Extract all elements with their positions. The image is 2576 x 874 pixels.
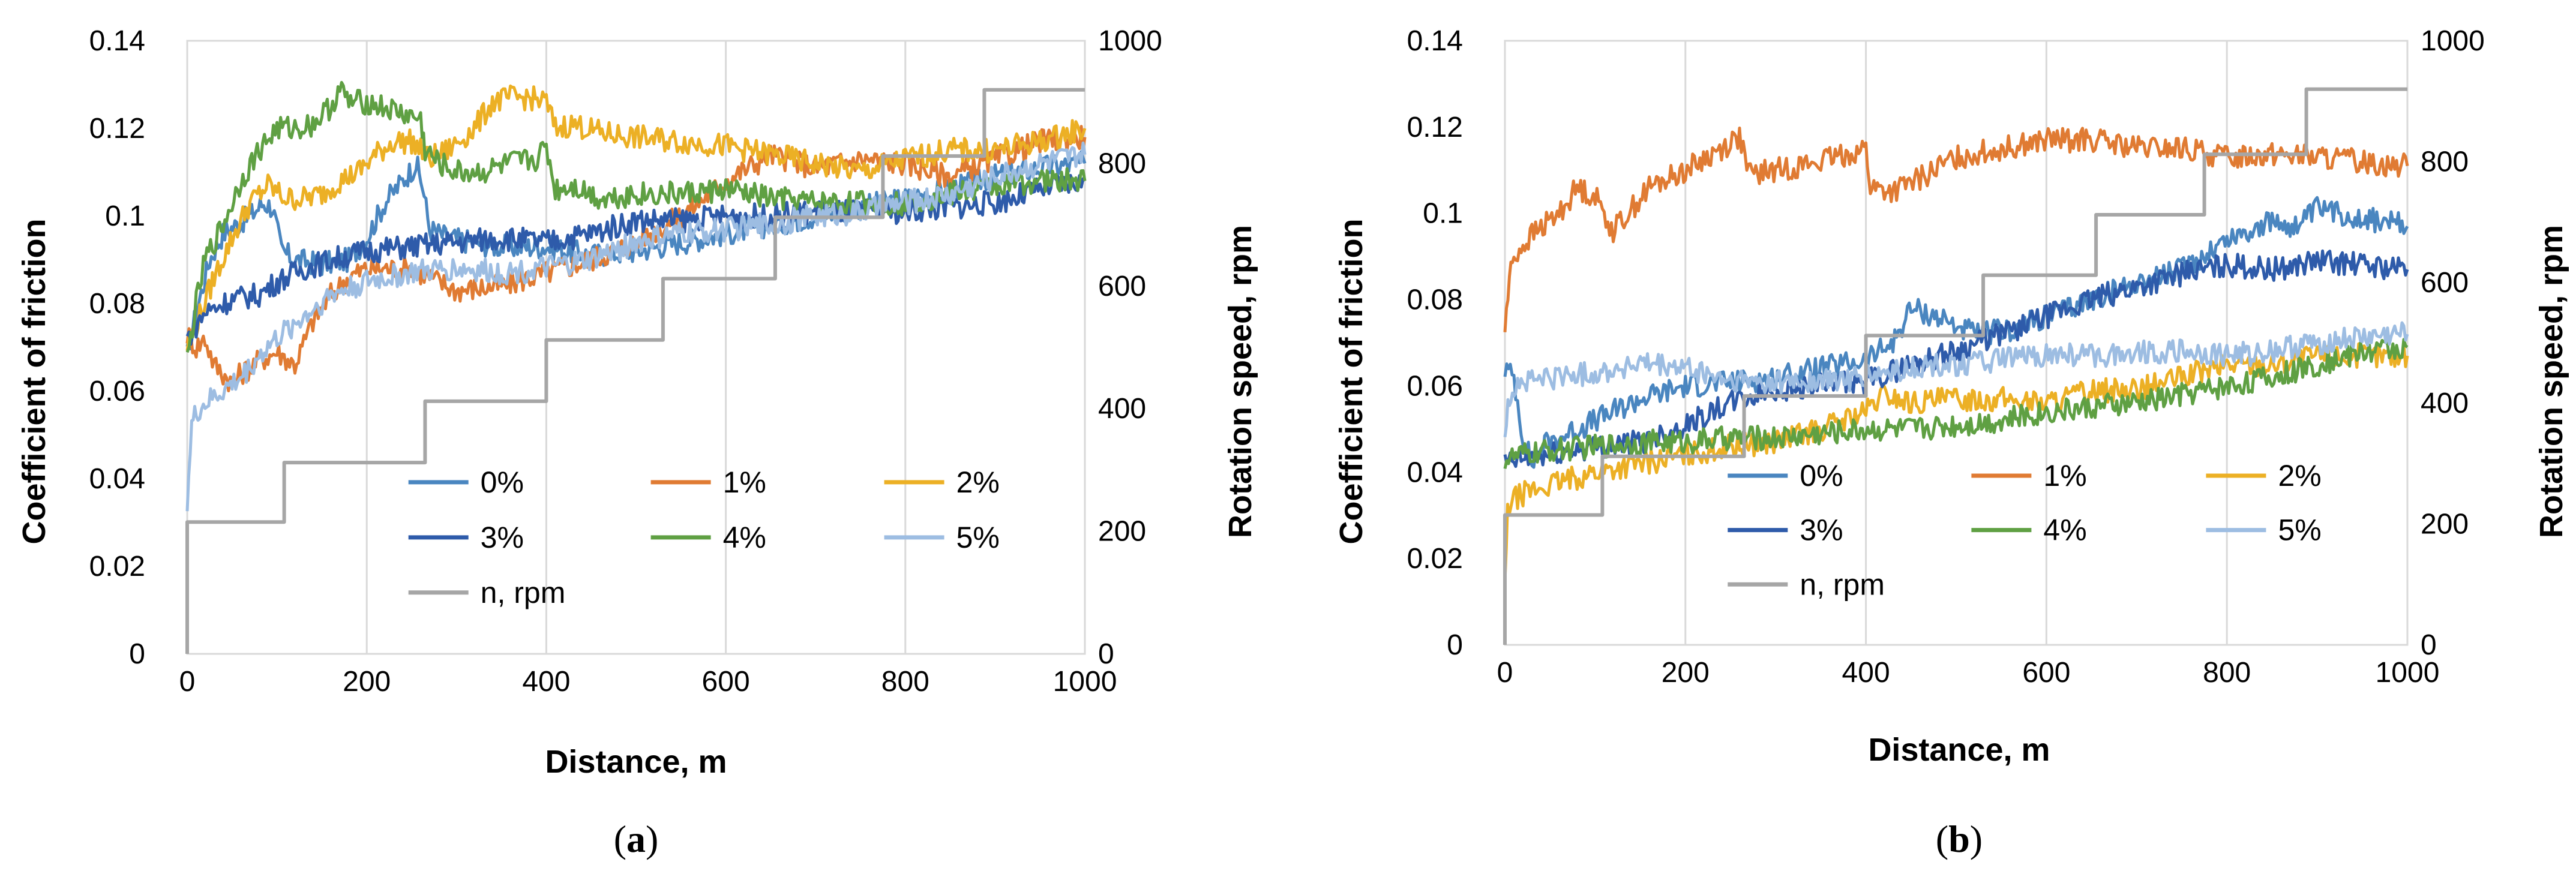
chart-panel-a: Coefficient of friction Rotation speed, … xyxy=(16,25,1258,860)
y2-tick-label: 1000 xyxy=(2421,25,2485,57)
plot-frame xyxy=(1504,40,2409,646)
x-tick-label: 0 xyxy=(1497,657,1513,689)
y2-tick-label: 600 xyxy=(2421,267,2469,299)
series-line-nrpm xyxy=(185,88,1085,654)
x-tick-label: 0 xyxy=(179,666,196,698)
x-axis-title: Distance, m xyxy=(1868,732,2050,768)
y2-tick-label: 200 xyxy=(1098,516,1146,548)
y-tick-label: 0.04 xyxy=(89,463,145,495)
x-tick-label: 600 xyxy=(702,666,750,698)
y-tick-label: 0.12 xyxy=(89,113,145,145)
legend-label: 5% xyxy=(956,521,1000,554)
legend-label: 4% xyxy=(723,521,766,554)
legend-label: n, rpm xyxy=(1800,567,1885,601)
legend-label: n, rpm xyxy=(481,576,566,609)
legend-label: 0% xyxy=(1800,459,1843,492)
y-tick-label: 0.02 xyxy=(89,551,145,582)
x-tick-label: 400 xyxy=(522,666,570,698)
y-tick-label: 0.04 xyxy=(1407,456,1463,488)
y2-tick-label: 800 xyxy=(1098,148,1146,179)
legend-label: 3% xyxy=(1800,513,1843,547)
series-line-nrpm xyxy=(1503,87,2407,645)
y-tick-label: 0.06 xyxy=(89,376,145,407)
x-tick-label: 1000 xyxy=(1053,666,1117,698)
y2-tick-label: 1000 xyxy=(1098,25,1162,57)
chart-panel-b: Coefficient of friction Rotation speed, … xyxy=(1333,25,2569,860)
x-tick-label: 200 xyxy=(343,666,391,698)
y-tick-label: 0.14 xyxy=(1407,25,1463,57)
y-tick-label: 0.1 xyxy=(105,200,145,232)
legend-label: 4% xyxy=(2043,513,2086,547)
y2-tick-label: 0 xyxy=(2421,629,2437,661)
x-tick-label: 400 xyxy=(1842,657,1890,689)
y-axis-title: Coefficient of friction xyxy=(16,219,52,545)
panel-caption: (a) xyxy=(614,818,659,860)
series-line-1 xyxy=(1503,127,2409,332)
y-tick-label: 0.12 xyxy=(1407,112,1463,143)
x-tick-label: 800 xyxy=(2203,657,2251,689)
y2-tick-label: 600 xyxy=(1098,271,1146,302)
legend-label: 3% xyxy=(481,521,524,554)
y-axis-title: Coefficient of friction xyxy=(1333,219,1369,545)
x-tick-label: 600 xyxy=(2022,657,2070,689)
legend-label: 1% xyxy=(723,465,766,499)
legend-label: 0% xyxy=(481,465,524,499)
panel-caption: (b) xyxy=(1936,818,1983,860)
y2-tick-label: 400 xyxy=(2421,388,2469,419)
y-tick-label: 0 xyxy=(129,638,145,670)
y2-axis-title: Rotation speed, rpm xyxy=(2533,225,2569,538)
legend-label: 1% xyxy=(2043,459,2086,492)
legend-label: 2% xyxy=(2278,459,2321,492)
y-tick-label: 0.02 xyxy=(1407,543,1463,575)
series-line-2 xyxy=(1503,342,2409,581)
y2-tick-label: 200 xyxy=(2421,509,2469,540)
y2-tick-label: 0 xyxy=(1098,638,1114,670)
y-tick-label: 0.08 xyxy=(1407,284,1463,316)
y-tick-label: 0.08 xyxy=(89,288,145,320)
series-line-4 xyxy=(185,80,1087,353)
y2-tick-label: 800 xyxy=(2421,146,2469,178)
series-line-3 xyxy=(185,174,1086,346)
x-tick-label: 200 xyxy=(1662,657,1710,689)
y-tick-label: 0.1 xyxy=(1423,198,1463,230)
y-tick-label: 0 xyxy=(1447,629,1463,661)
x-tick-label: 800 xyxy=(881,666,929,698)
series-line-5 xyxy=(1503,321,2409,438)
series-line-4 xyxy=(1503,338,2409,469)
x-axis-title: Distance, m xyxy=(545,744,727,780)
series-line-0 xyxy=(1503,196,2409,469)
legend-label: 5% xyxy=(2278,513,2321,547)
y2-axis-title: Rotation speed, rpm xyxy=(1222,225,1258,538)
y2-tick-label: 400 xyxy=(1098,393,1146,425)
series-line-5 xyxy=(185,141,1087,512)
y-tick-label: 0.06 xyxy=(1407,370,1463,402)
panel-caption-letter: b xyxy=(1948,818,1970,860)
legend-label: 2% xyxy=(956,465,1000,499)
y-tick-label: 0.14 xyxy=(89,25,145,57)
x-tick-label: 1000 xyxy=(2376,657,2440,689)
panel-caption-letter: a xyxy=(626,818,646,860)
